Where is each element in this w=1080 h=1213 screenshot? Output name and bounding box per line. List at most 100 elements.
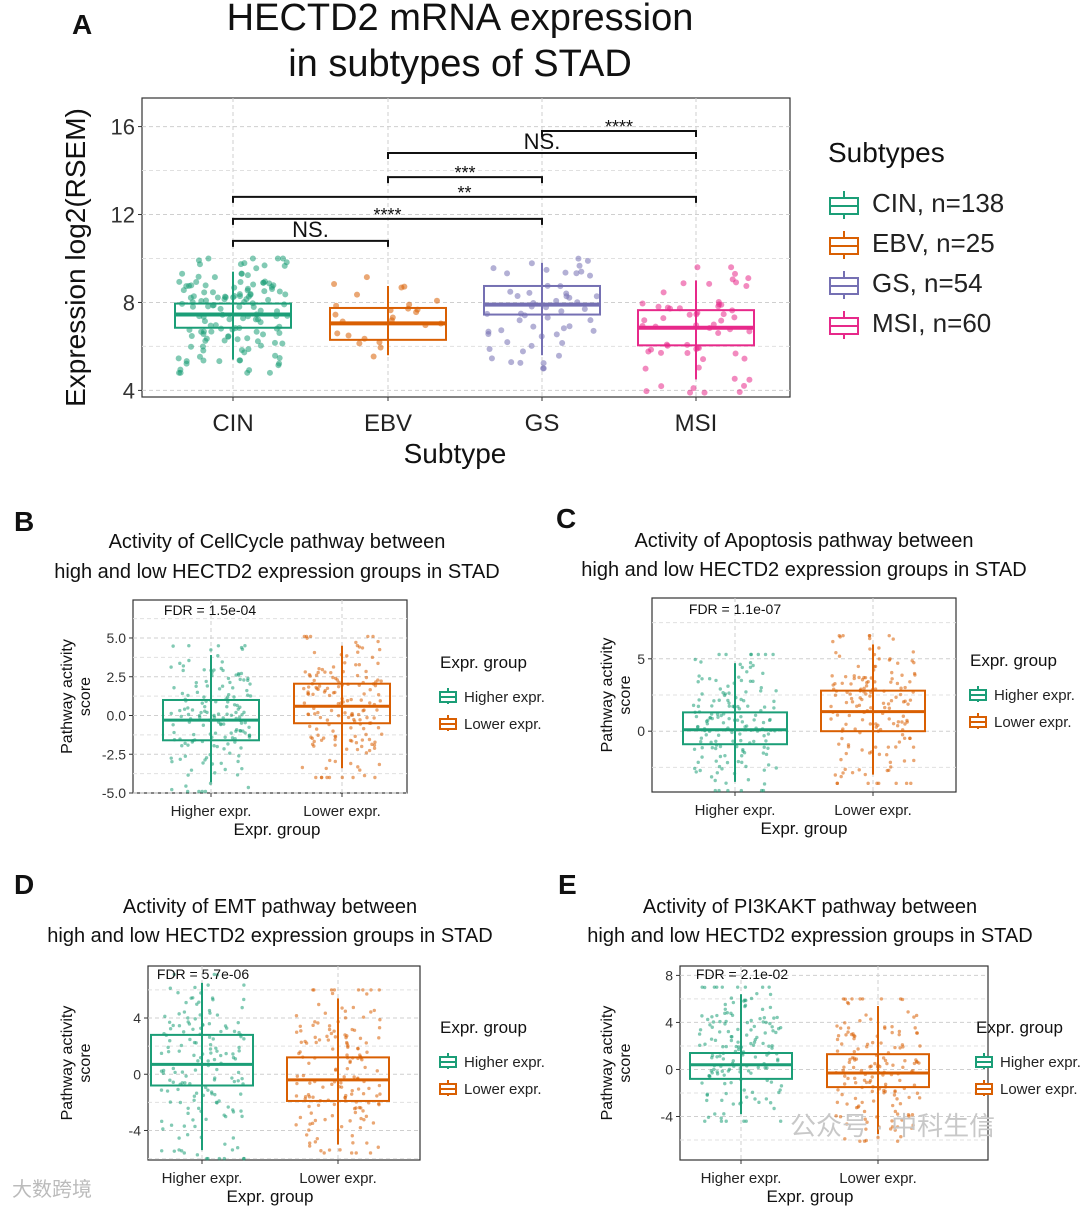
data-point: [345, 1053, 349, 1057]
y-axis-label: Pathway activity: [59, 1006, 76, 1121]
data-point: [739, 788, 744, 793]
data-point: [899, 686, 903, 690]
data-point: [188, 332, 195, 339]
data-point: [350, 713, 355, 717]
data-point: [354, 741, 359, 745]
data-point: [717, 1030, 722, 1034]
data-point: [853, 1076, 857, 1081]
data-point: [714, 678, 718, 683]
data-point: [723, 1007, 728, 1011]
data-point: [902, 759, 907, 763]
data-point: [242, 997, 246, 1002]
data-point: [307, 1144, 312, 1148]
data-point: [176, 991, 180, 995]
data-point: [203, 335, 210, 342]
data-point: [220, 684, 225, 688]
data-point: [694, 264, 701, 271]
data-point: [696, 760, 700, 765]
data-point: [369, 1010, 373, 1014]
data-point: [257, 319, 264, 326]
data-point: [723, 1081, 727, 1086]
data-point: [713, 1112, 717, 1116]
data-point: [348, 1059, 352, 1063]
data-point: [641, 317, 648, 324]
data-point: [317, 1002, 321, 1007]
data-point: [721, 1045, 725, 1049]
data-point: [236, 303, 243, 310]
legend: Expr. group Higher expr. Lower expr.: [975, 1018, 1080, 1098]
data-point: [204, 1117, 208, 1122]
data-point: [329, 1031, 334, 1036]
chart-title-line: in subtypes of STAD: [288, 43, 632, 85]
data-point: [358, 768, 362, 772]
data-point: [167, 1020, 172, 1024]
data-point: [191, 1027, 195, 1032]
data-point: [710, 1015, 714, 1019]
legend-entry: Lower expr.: [464, 716, 542, 733]
data-point: [709, 1037, 714, 1041]
data-point: [195, 273, 202, 280]
data-point: [763, 652, 768, 657]
data-point: [177, 369, 184, 376]
data-point: [225, 705, 229, 709]
data-point: [332, 311, 339, 318]
data-point: [762, 1016, 767, 1020]
data-point: [193, 985, 197, 990]
data-point: [741, 747, 745, 752]
data-point: [740, 665, 744, 670]
data-point: [761, 788, 766, 793]
data-point: [186, 1020, 190, 1024]
data-point: [377, 1026, 382, 1030]
data-point: [351, 1005, 356, 1010]
data-point: [169, 1123, 174, 1127]
data-point: [370, 353, 377, 360]
data-point: [363, 1065, 367, 1070]
data-point: [247, 735, 252, 739]
data-point: [206, 1059, 210, 1063]
data-point: [749, 652, 753, 657]
data-point: [181, 1030, 186, 1034]
y-tick-label: 2.5: [107, 669, 127, 685]
data-point: [353, 734, 357, 739]
data-point: [306, 712, 311, 717]
data-point: [346, 1044, 350, 1048]
data-point: [858, 997, 862, 1001]
data-point: [843, 674, 848, 679]
data-point: [208, 1011, 212, 1015]
data-point: [540, 365, 547, 372]
data-point: [328, 758, 332, 763]
data-point: [890, 1030, 894, 1035]
data-point: [321, 736, 326, 740]
data-point: [750, 1090, 755, 1095]
data-point: [379, 679, 383, 683]
data-point: [918, 1044, 922, 1048]
data-point: [354, 663, 358, 667]
data-point: [314, 1040, 318, 1045]
data-point: [703, 1119, 707, 1123]
data-point: [715, 298, 722, 305]
data-point: [182, 1124, 187, 1128]
data-point: [837, 633, 841, 638]
data-point: [587, 272, 594, 279]
significance-label: ****: [605, 117, 633, 137]
data-point: [761, 1020, 765, 1024]
data-point: [352, 1106, 357, 1111]
data-point: [744, 690, 748, 694]
data-point: [243, 644, 247, 648]
data-point: [593, 293, 600, 300]
data-point: [220, 660, 224, 664]
data-point: [308, 634, 313, 639]
box-lower-expr-: [826, 997, 930, 1143]
data-point: [331, 281, 338, 288]
data-point: [235, 703, 239, 708]
data-point: [302, 686, 306, 691]
data-point: [710, 1025, 714, 1029]
data-point: [835, 781, 840, 786]
x-tick-label: Higher expr.: [171, 803, 252, 820]
data-point: [339, 1085, 344, 1089]
data-point: [713, 746, 718, 751]
data-point: [308, 1081, 312, 1085]
data-point: [715, 1055, 719, 1059]
data-point: [720, 1069, 724, 1073]
fdr-annotation: FDR = 5.7e-06: [157, 966, 249, 982]
